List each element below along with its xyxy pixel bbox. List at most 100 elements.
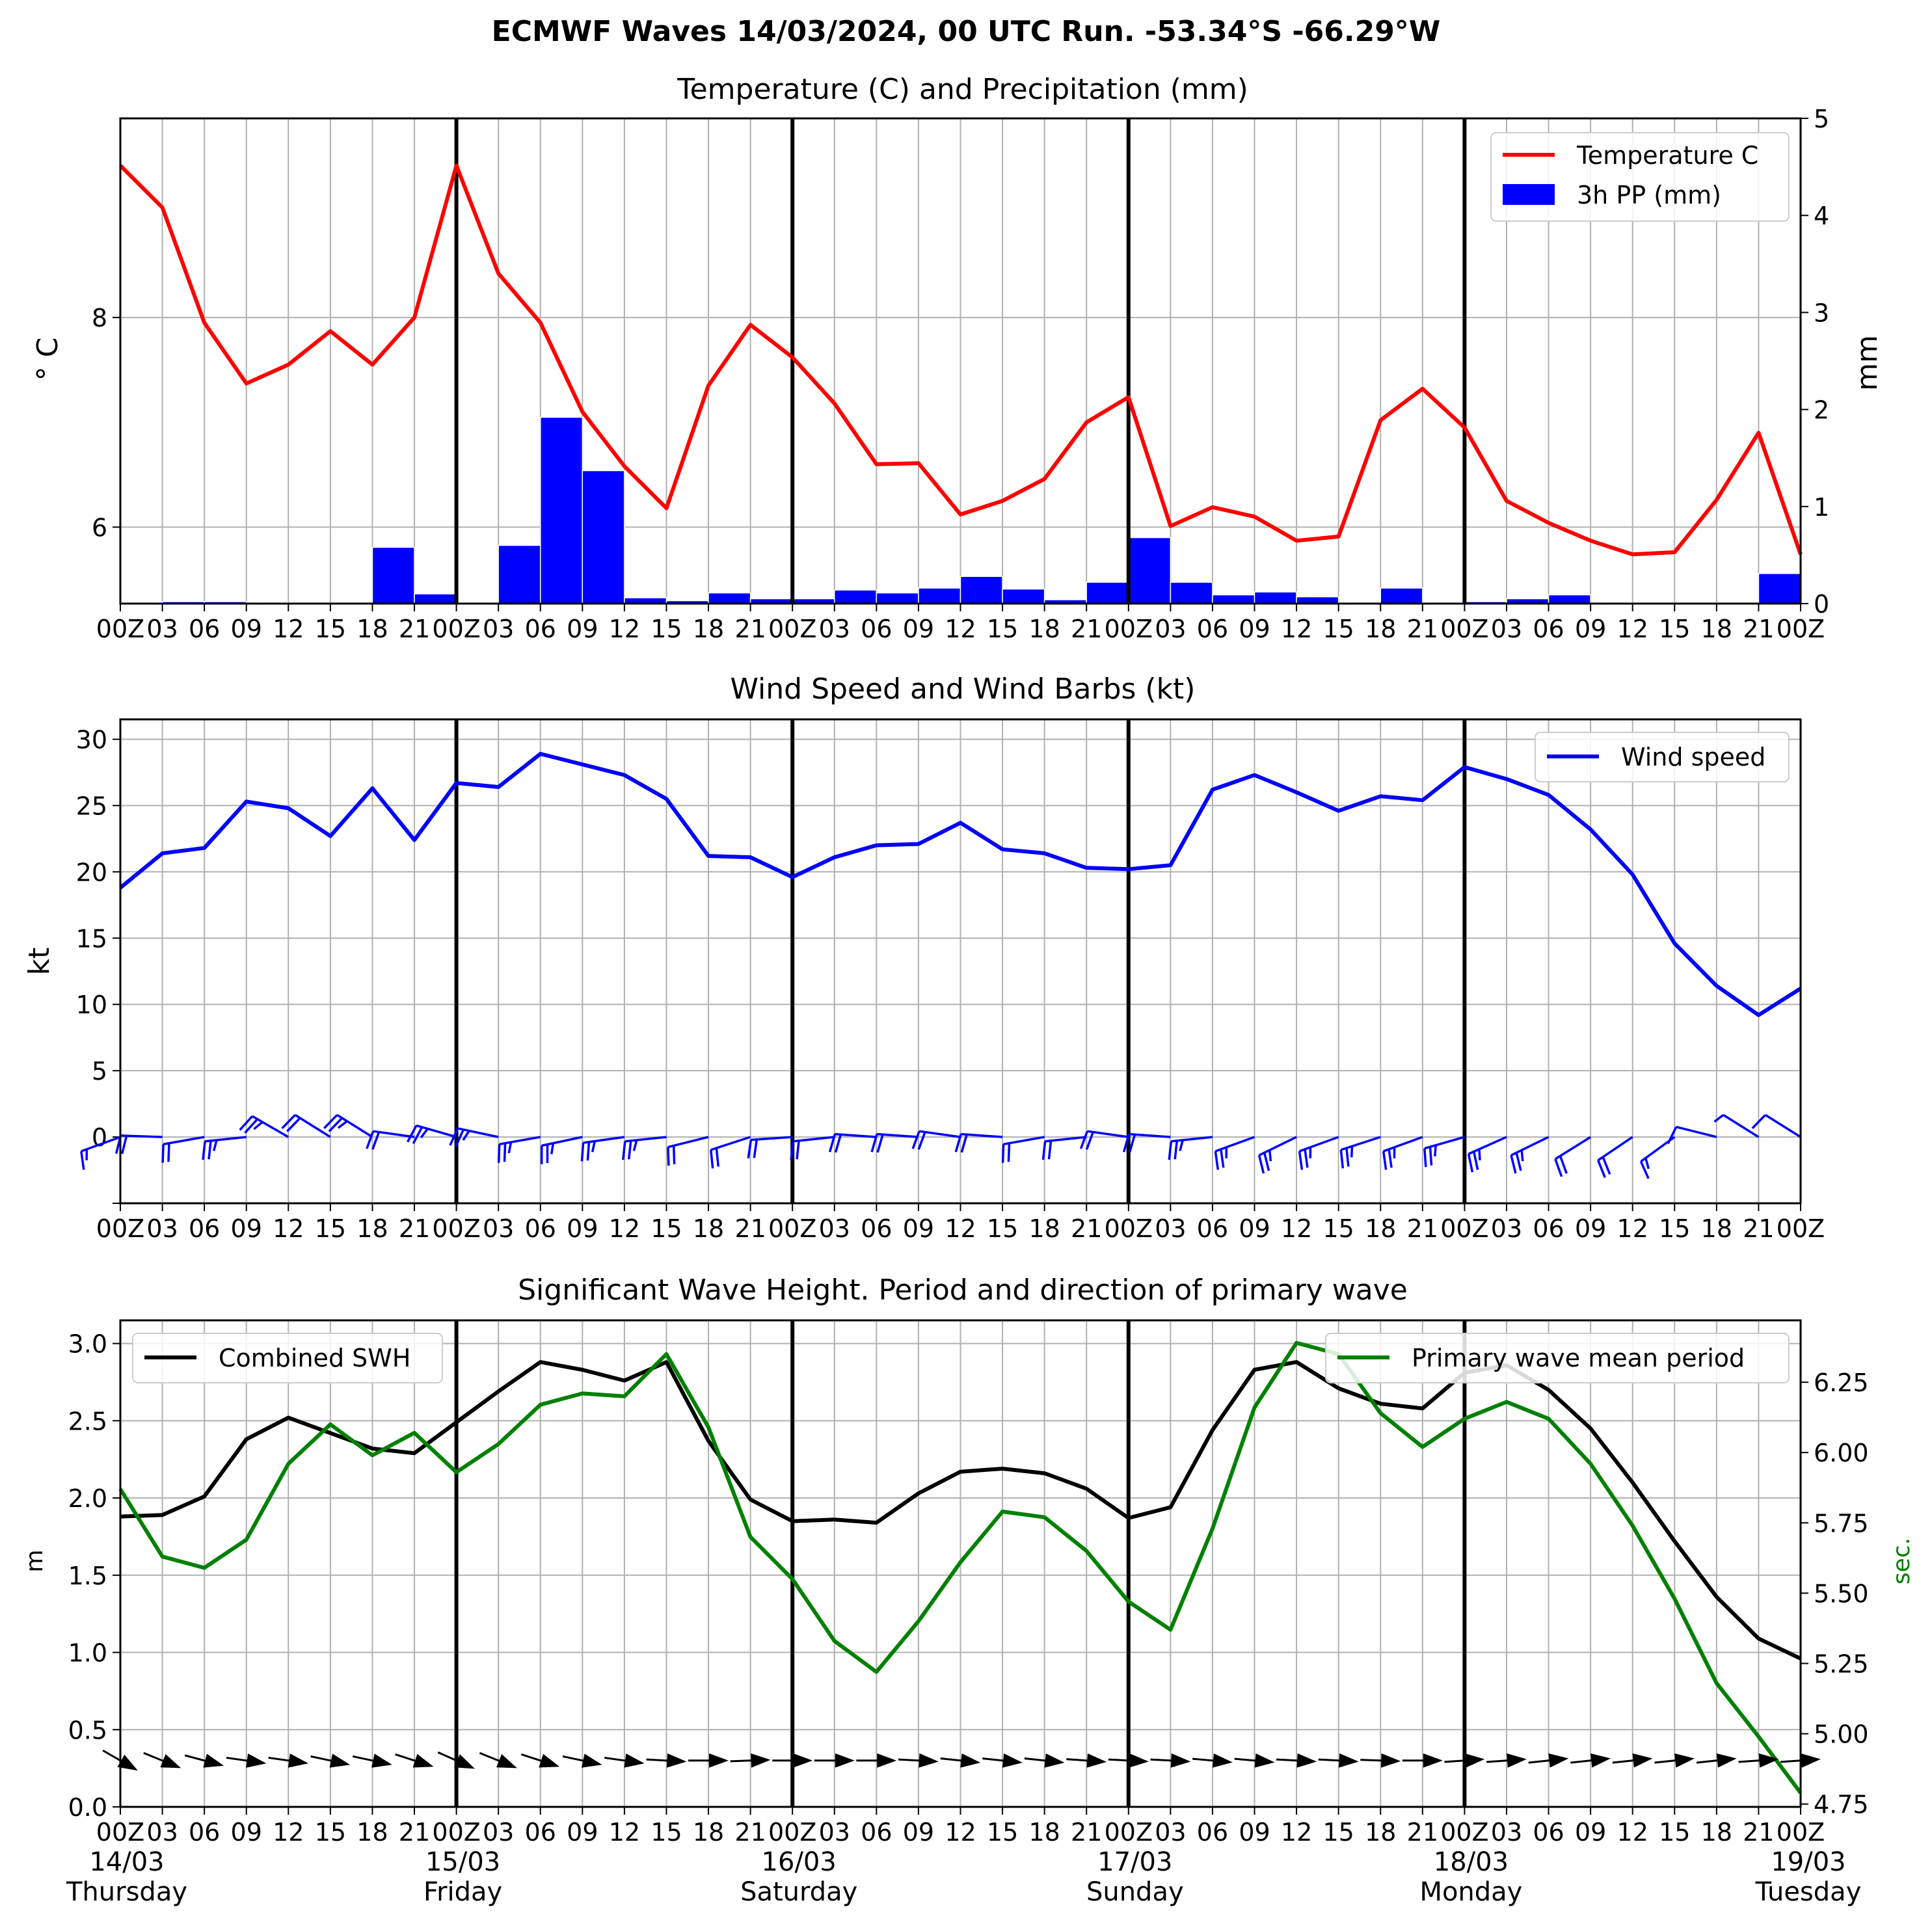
wave-direction-arrow: [395, 1753, 434, 1768]
x-tick-label: 00Z: [1440, 1818, 1488, 1847]
x-tick-label: 09: [567, 1214, 598, 1243]
wind-barb: [1041, 1136, 1087, 1160]
wind-barb-feather: [870, 1134, 878, 1153]
x-tick-label: 00Z: [1440, 1214, 1488, 1243]
x-tick-label: 09: [1575, 1214, 1606, 1243]
wave-arrow-head: [877, 1753, 897, 1768]
y2-tick-label: 4: [1814, 202, 1829, 230]
wind-barb-feather: [253, 1121, 263, 1130]
x-tick-label: 15: [651, 615, 682, 643]
x-tick-label: 21: [1743, 1214, 1774, 1243]
wind-barb: [239, 1115, 289, 1138]
wind-barb: [80, 1136, 121, 1170]
wave-direction-arrow: [898, 1753, 939, 1768]
x-tick-label: 15: [987, 1214, 1018, 1243]
wind-barb: [580, 1136, 625, 1162]
precip-bar: [371, 546, 415, 604]
x-tick-label: 21: [1071, 615, 1102, 643]
wind-barb-feather: [1434, 1145, 1437, 1156]
wind-barb-staff: [1510, 1136, 1550, 1156]
wave-arrow-head: [412, 1754, 434, 1768]
x-tick-label: 03: [1491, 615, 1522, 643]
wind-barb-staff: [336, 1114, 373, 1138]
y2-tick-label: 1: [1814, 493, 1829, 522]
legend-temperature: Temperature C 3h PP (mm): [1490, 132, 1790, 222]
wave-direction-arrow: [1318, 1753, 1359, 1768]
wind-barb-feather: [828, 1134, 837, 1153]
wave-arrow-head: [539, 1754, 560, 1768]
x-tick-label: 18: [693, 615, 724, 643]
x-tick-label: 15: [315, 1214, 346, 1243]
x-tick-label: 09: [1239, 1214, 1270, 1243]
x-tick-label: 03: [819, 1214, 850, 1243]
precip-bar: [708, 592, 751, 604]
panel-title-temperature: Temperature (C) and Precipitation (mm): [677, 73, 1248, 106]
legend-box: [1490, 132, 1790, 222]
wave-direction-arrow: [1654, 1753, 1695, 1768]
wind-barb-staff: [251, 1115, 289, 1138]
y-axis-label-wind: kt: [23, 948, 56, 976]
wind-barb-feather: [1467, 1153, 1474, 1173]
wind-barb: [497, 1136, 541, 1163]
wind-barb-feather: [412, 1127, 423, 1145]
wind-barb-staff: [499, 1136, 541, 1145]
period-line: [118, 1341, 1803, 1795]
wind-barb-feather: [208, 1140, 212, 1160]
x-tick-label: 06: [525, 1818, 556, 1847]
wave-arrow-head: [1213, 1753, 1233, 1768]
wave-arrow-head: [1464, 1753, 1485, 1768]
wind-barb: [449, 1127, 499, 1147]
wave-arrow-head: [919, 1753, 939, 1768]
wave-arrow-head: [1674, 1753, 1695, 1768]
wave-direction-arrow: [268, 1754, 308, 1768]
wind-barb: [1382, 1136, 1423, 1170]
precip-bar: [918, 587, 961, 604]
wind-barb-feather: [1085, 1131, 1094, 1150]
wind-barb-staff: [457, 1127, 499, 1138]
precip-bar: [414, 593, 457, 604]
precip-bar: [1254, 591, 1297, 604]
wave-arrow-head: [117, 1754, 138, 1771]
wind-barb-feather: [1751, 1114, 1766, 1129]
x-tick-label: 00Z: [432, 1818, 480, 1847]
day-name-label: Saturday: [740, 1877, 857, 1907]
wave-direction-arrow: [1276, 1753, 1317, 1768]
y-tick-label: 1.0: [68, 1639, 107, 1668]
wind-barb-feather: [497, 1144, 501, 1163]
day-name-label: Friday: [423, 1877, 502, 1907]
wave-arrow-head: [666, 1753, 687, 1768]
x-tick-label: 09: [903, 1818, 934, 1847]
wind-barb-feather: [632, 1140, 638, 1151]
wave-direction-arrow: [520, 1753, 560, 1768]
precip-bar: [1758, 572, 1801, 604]
x-tick-label: 18: [1365, 1214, 1396, 1243]
x-tick-label: 15: [315, 615, 346, 643]
x-tick-label: 18: [693, 1214, 724, 1243]
y-tick-label: 2.0: [68, 1484, 107, 1513]
wind-barb-feather: [622, 1141, 626, 1160]
wave-direction-arrow: [1234, 1753, 1275, 1768]
x-tick-label: 00Z: [1105, 615, 1153, 643]
wind-barb-feather: [1128, 1134, 1136, 1153]
wave-arrow-head: [1423, 1753, 1443, 1768]
wind-barb-feather: [1122, 1134, 1131, 1153]
wave-arrow-head: [1716, 1753, 1737, 1768]
wave-arrow-head: [1254, 1753, 1275, 1768]
wind-barb-staff: [1676, 1125, 1717, 1138]
x-tick-label: 15: [987, 1818, 1018, 1847]
wind-barb-feather: [1257, 1155, 1265, 1174]
day-date-label: 15/03: [425, 1847, 500, 1877]
wind-barb: [1423, 1136, 1465, 1168]
y-tick-label: 1.5: [68, 1562, 107, 1590]
legend-box: [1535, 732, 1790, 782]
x-tick-label: 06: [1197, 1214, 1228, 1243]
x-tick-label: 03: [146, 615, 178, 643]
y2-tick-label: 6.25: [1814, 1368, 1869, 1397]
wind-barb-staff: [835, 1132, 877, 1138]
wave-direction-arrow: [814, 1753, 855, 1768]
y-tick-label: 6: [92, 513, 107, 542]
y-tick-label: 15: [76, 924, 107, 953]
wave-direction-arrow: [184, 1754, 224, 1768]
wind-barb-feather: [323, 1114, 338, 1129]
